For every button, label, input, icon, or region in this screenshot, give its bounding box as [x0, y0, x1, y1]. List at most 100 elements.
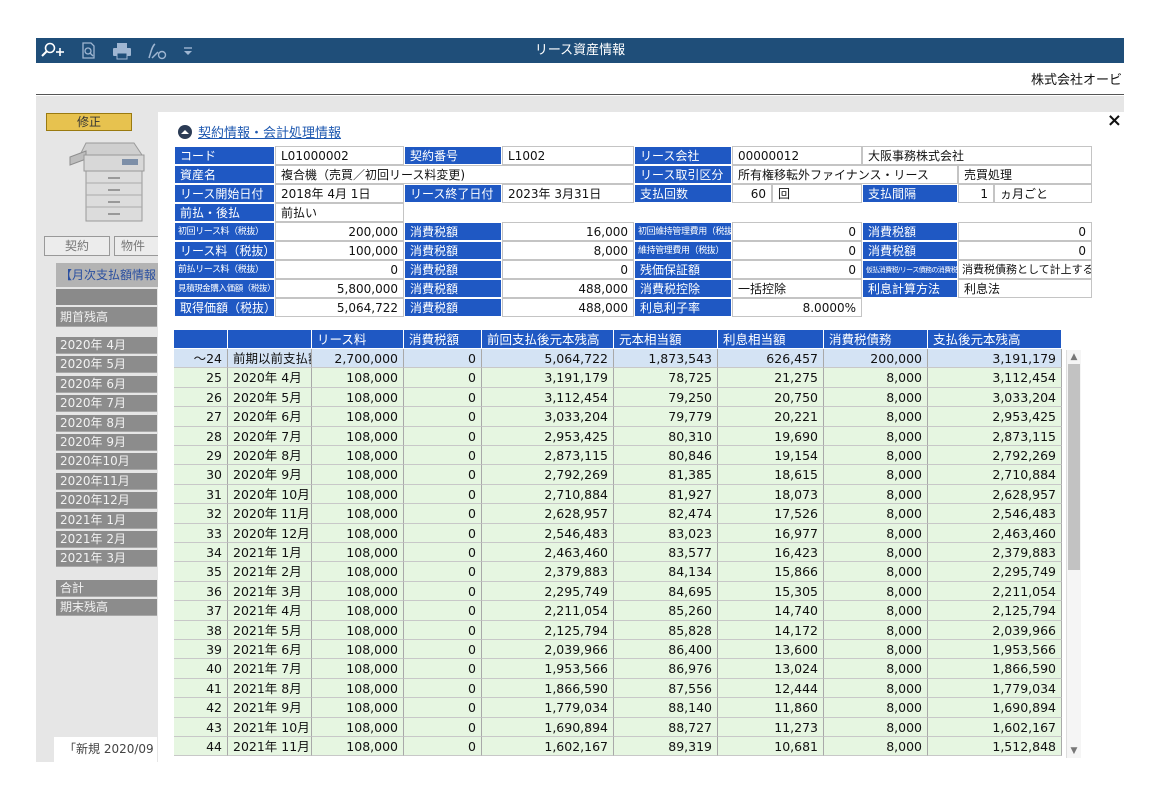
- asset-name-label: 資産名: [174, 165, 275, 184]
- table-cell: 1,953,566: [482, 659, 614, 679]
- tab-item[interactable]: 物件: [114, 236, 170, 256]
- table-row[interactable]: 28 2020年 7月 108,000 0 2,953,425 80,310 19,690 8…: [174, 426, 1062, 446]
- table-cell: 78,725: [614, 368, 718, 388]
- table-cell: 0: [404, 368, 482, 388]
- panel-strip: [56, 289, 157, 305]
- table-cell: 2021年 7月: [228, 659, 312, 679]
- table-row[interactable]: 44 2021年 11月 108,000 0 1,602,167 89,319 10,681…: [174, 737, 1062, 757]
- month-row[interactable]: 2021年 2月: [56, 531, 157, 548]
- month-row[interactable]: 2020年 6月: [56, 375, 157, 393]
- acquisition-cost-value: 5,064,722: [275, 298, 404, 317]
- scroll-up-icon[interactable]: ▲: [1070, 352, 1078, 362]
- table-cell: 108,000: [312, 620, 404, 640]
- table-row[interactable]: 25 2020年 4月 108,000 0 3,191,179 78,725 21,275 8…: [174, 368, 1062, 388]
- column-header: [174, 330, 228, 350]
- residual-guarantee-value: 0: [732, 260, 862, 279]
- printer-icon[interactable]: [112, 42, 132, 60]
- table-row[interactable]: 42 2021年 9月 108,000 0 1,779,034 88,140 11,860 8…: [174, 698, 1062, 718]
- table-row[interactable]: 33 2020年 12月 108,000 0 2,546,483 83,023 16,977…: [174, 523, 1062, 543]
- monthly-payment-panel-title: 【月次支払額情報: [56, 263, 161, 287]
- prepaid-lease-fee-label: 前払リース料（税抜）: [174, 260, 275, 279]
- table-cell: 37: [174, 601, 228, 621]
- month-row[interactable]: 2020年12月: [56, 492, 157, 510]
- table-row[interactable]: 35 2021年 2月 108,000 0 2,379,883 84,134 15,866 8…: [174, 562, 1062, 582]
- table-cell: 29: [174, 446, 228, 466]
- month-row[interactable]: 2020年 9月: [56, 434, 157, 451]
- table-cell: 108,000: [312, 504, 404, 524]
- table-row[interactable]: 40 2021年 7月 108,000 0 1,953,566 86,976 13,024 8…: [174, 659, 1062, 679]
- accounting-method-value: 売買処理: [958, 165, 1092, 184]
- table-row[interactable]: ～24 前期以前支払額 2,700,000 0 5,064,722 1,873,543 62…: [174, 349, 1062, 369]
- collapse-icon[interactable]: [178, 124, 192, 139]
- dropdown-icon[interactable]: [182, 42, 194, 60]
- close-icon[interactable]: ×: [1106, 110, 1122, 131]
- table-cell: 1,779,034: [928, 678, 1062, 699]
- month-row[interactable]: 2020年11月: [56, 472, 157, 490]
- table-cell: 2020年 8月: [228, 446, 312, 466]
- interest-method-value: 利息法: [958, 279, 1092, 298]
- tax-value: 488,000: [502, 279, 634, 298]
- month-row[interactable]: 2020年 5月: [56, 356, 157, 374]
- month-row[interactable]: 2020年 7月: [56, 395, 157, 413]
- table-row[interactable]: 37 2021年 4月 108,000 0 2,211,054 85,260 14,740 8…: [174, 601, 1062, 621]
- month-row[interactable]: 2020年 8月: [56, 414, 157, 432]
- table-cell: 0: [404, 543, 482, 563]
- table-row[interactable]: 31 2020年 10月 108,000 0 2,710,884 81,927 18,073…: [174, 484, 1062, 505]
- table-row[interactable]: 41 2021年 8月 108,000 0 1,866,590 87,556 12,444 8…: [174, 678, 1062, 699]
- section-title[interactable]: 契約情報・会計処理情報: [198, 126, 342, 141]
- tab-contract[interactable]: 契約: [44, 236, 110, 256]
- scroll-down-icon[interactable]: ▼: [1070, 746, 1078, 756]
- initial-maintenance-value: 0: [732, 222, 862, 241]
- payment-count-label: 支払回数: [634, 184, 732, 203]
- table-cell: 8,000: [824, 640, 928, 660]
- table-row[interactable]: 43 2021年 10月 108,000 0 1,690,894 88,727 11,273…: [174, 717, 1062, 737]
- scrollbar-thumb[interactable]: [1068, 364, 1080, 570]
- transaction-type-label: リース取引区分: [634, 165, 732, 184]
- table-cell: 2,873,115: [482, 446, 614, 466]
- prepaid-lease-fee-value: 0: [275, 260, 404, 279]
- table-row[interactable]: 29 2020年 8月 108,000 0 2,873,115 80,846 19,154 8…: [174, 446, 1062, 466]
- table-row[interactable]: 36 2021年 3月 108,000 0 2,295,749 84,695 15,305 8…: [174, 581, 1062, 602]
- table-scrollbar[interactable]: ▲ ▼: [1066, 350, 1081, 758]
- month-row[interactable]: 2020年10月: [56, 453, 157, 471]
- export-icon[interactable]: [146, 42, 168, 60]
- table-cell: 0: [404, 484, 482, 505]
- table-cell: 3,112,454: [482, 387, 614, 408]
- table-cell: 2,628,957: [928, 484, 1062, 505]
- table-cell: 0: [404, 465, 482, 485]
- table-row[interactable]: 34 2021年 1月 108,000 0 2,463,460 83,577 16,423 8…: [174, 543, 1062, 563]
- table-cell: 108,000: [312, 465, 404, 485]
- table-cell: 8,000: [824, 737, 928, 757]
- table-cell: 8,000: [824, 620, 928, 640]
- tax-value: 0: [502, 260, 634, 279]
- month-row[interactable]: 2021年 3月: [56, 550, 157, 568]
- table-cell: 0: [404, 640, 482, 660]
- table-row[interactable]: 30 2020年 9月 108,000 0 2,792,269 81,385 18,615 8…: [174, 465, 1062, 485]
- table-cell: 2021年 8月: [228, 678, 312, 699]
- section-header[interactable]: 契約情報・会計処理情報: [178, 122, 341, 141]
- month-row[interactable]: 2021年 1月: [56, 511, 157, 529]
- table-cell: 11,860: [718, 698, 824, 718]
- table-row[interactable]: 39 2021年 6月 108,000 0 2,039,966 86,400 13,600 8…: [174, 640, 1062, 660]
- table-cell: 13,600: [718, 640, 824, 660]
- table-row[interactable]: 32 2020年 11月 108,000 0 2,628,957 82,474 17,526…: [174, 504, 1062, 524]
- table-cell: 2,295,749: [482, 581, 614, 602]
- edit-button[interactable]: 修正: [46, 113, 132, 131]
- table-cell: 14,740: [718, 601, 824, 621]
- table-cell: 0: [404, 407, 482, 427]
- table-cell: 2,700,000: [312, 349, 404, 369]
- lease-fee-value: 100,000: [275, 241, 404, 260]
- table-cell: 2020年 5月: [228, 387, 312, 408]
- table-row[interactable]: 38 2021年 5月 108,000 0 2,125,794 85,828 14,172 8…: [174, 620, 1062, 640]
- table-row[interactable]: 26 2020年 5月 108,000 0 3,112,454 79,250 20,750 8…: [174, 387, 1062, 408]
- month-row[interactable]: 2020年 4月: [56, 337, 157, 354]
- tax-label: 消費税額: [862, 241, 958, 260]
- table-cell: 18,615: [718, 465, 824, 485]
- asset-name-value: 複合機（売買／初回リース料変更): [275, 165, 634, 184]
- table-cell: 108,000: [312, 698, 404, 718]
- table-row[interactable]: 27 2020年 6月 108,000 0 3,033,204 79,779 20,221 8…: [174, 407, 1062, 427]
- magnify-doc-icon[interactable]: [80, 41, 98, 60]
- table-cell: 2,379,883: [482, 562, 614, 582]
- search-plus-icon[interactable]: [40, 42, 66, 60]
- toolbar: [40, 38, 194, 63]
